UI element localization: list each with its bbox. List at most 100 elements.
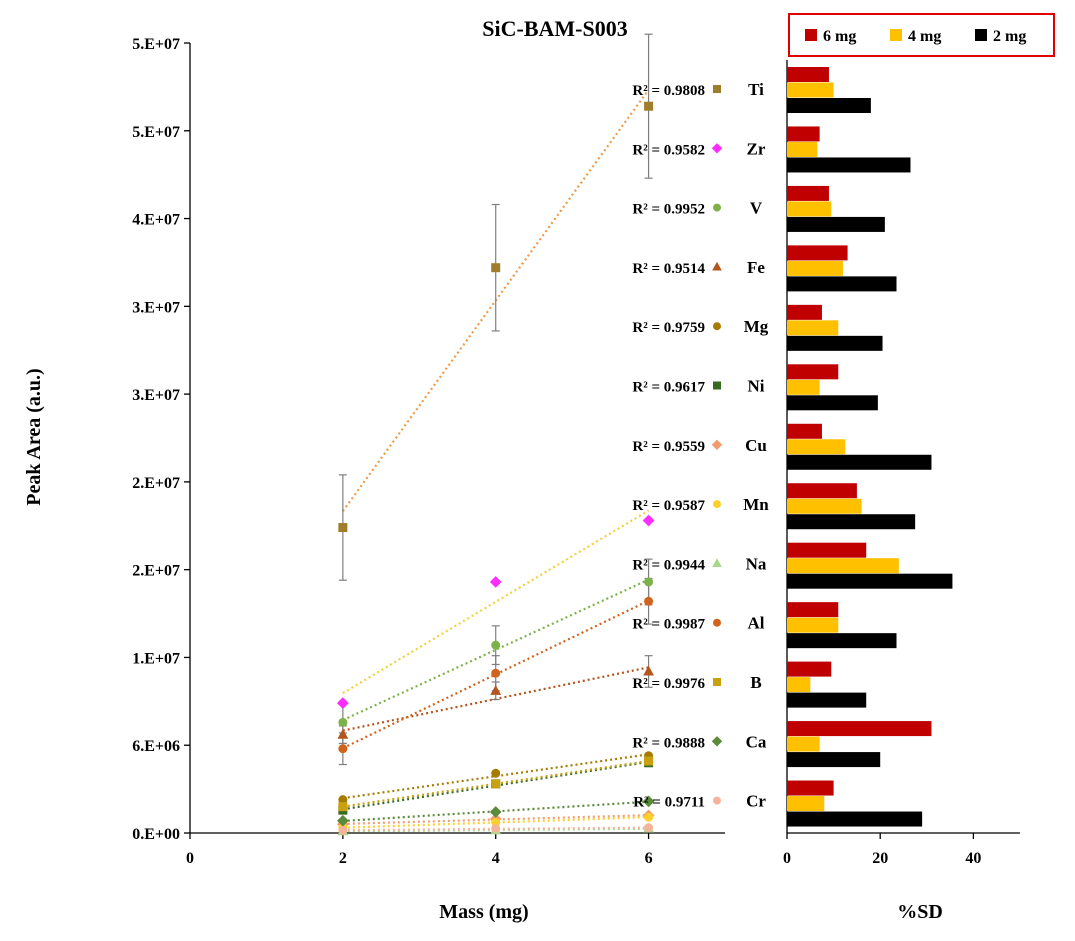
trendline-ni	[342, 760, 649, 811]
bar-mg-4mg	[787, 320, 839, 336]
bar-ca-2mg	[787, 752, 881, 768]
bar-na-4mg	[787, 558, 899, 574]
legend-name-mg: Mg	[744, 317, 769, 336]
bar-mn-4mg	[787, 498, 862, 514]
bar-cu-4mg	[787, 439, 846, 455]
legend-marker-al	[713, 618, 721, 627]
bar-al-2mg	[787, 633, 897, 649]
bar-v-2mg	[787, 216, 885, 232]
bar-fe-2mg	[787, 276, 897, 292]
legend-name-ni: Ni	[748, 377, 765, 396]
bar-cu-2mg	[787, 454, 932, 470]
point-cr	[491, 824, 501, 834]
y-tick-label: 2.E+07	[132, 475, 180, 492]
point-b	[491, 779, 501, 789]
y-tick-label: 6.E+06	[132, 738, 180, 755]
bar-b-2mg	[787, 692, 867, 708]
legend-marker-mn	[713, 500, 721, 509]
y-tick-label: 5.E+07	[132, 124, 180, 141]
x-tick-label: 2	[339, 850, 347, 867]
y-tick-label: 0.E+00	[132, 826, 180, 843]
r2-label-fe: R² = 0.9514	[632, 261, 705, 277]
bar-ca-4mg	[787, 736, 820, 752]
x-tick-label: 4	[492, 850, 500, 867]
y-tick-label: 4.E+07	[132, 212, 180, 229]
bar-b-4mg	[787, 677, 811, 693]
legend-name-zr: Zr	[747, 139, 766, 158]
point-b	[644, 756, 654, 766]
bar-x-tick-label: 40	[965, 850, 981, 867]
point-ti	[644, 101, 654, 111]
legend-name-al: Al	[748, 614, 765, 633]
trendline-ca	[342, 800, 649, 823]
point-b	[338, 802, 348, 812]
y-axis-label: Peak Area (a.u.)	[23, 368, 45, 505]
point-v	[491, 640, 501, 650]
point-al	[338, 744, 348, 754]
x-tick-label: 6	[645, 850, 653, 867]
point-ca	[642, 795, 655, 808]
point-fe	[490, 684, 502, 695]
chart-title: SiC-BAM-S003	[482, 16, 627, 41]
bar-na-6mg	[787, 542, 867, 558]
trendline-al	[342, 599, 650, 750]
point-al	[644, 596, 654, 606]
y-tick-label: 1.E+07	[132, 650, 180, 667]
bar-mn-6mg	[787, 483, 857, 499]
bar-ti-6mg	[787, 67, 829, 82]
trendline-na	[342, 827, 649, 833]
legend-marker-ni	[713, 381, 721, 390]
legend-marker-ti	[713, 85, 721, 93]
legend-name-b: B	[750, 673, 761, 692]
bar-al-6mg	[787, 602, 839, 618]
bar-legend-label: 2 mg	[993, 28, 1026, 45]
trendline-cu	[342, 814, 649, 826]
bar-fe-6mg	[787, 245, 848, 261]
y-tick-label: 3.E+07	[132, 299, 180, 316]
legend-name-ti: Ti	[748, 80, 764, 99]
point-v	[644, 577, 654, 587]
bar-legend-frame	[788, 13, 1055, 57]
legend-marker-mg	[713, 322, 721, 331]
point-ti	[338, 523, 348, 533]
legend-name-na: Na	[746, 554, 767, 573]
trendline-mg	[342, 753, 649, 800]
point-ca	[337, 814, 349, 827]
legend-marker-ca	[711, 736, 723, 747]
point-cr	[644, 823, 654, 833]
r2-label-cr: R² = 0.9711	[633, 795, 705, 811]
r2-label-na: R² = 0.9944	[632, 557, 705, 573]
bar-mg-2mg	[787, 335, 883, 351]
bar-b-6mg	[787, 661, 832, 677]
bar-cr-4mg	[787, 796, 825, 812]
trendline-cr	[342, 826, 649, 832]
point-ti	[491, 263, 501, 273]
r2-label-al: R² = 0.9987	[632, 617, 705, 633]
bar-cu-6mg	[787, 423, 822, 439]
bar-zr-4mg	[787, 141, 818, 157]
bar-mn-2mg	[787, 514, 916, 530]
bar-ca-6mg	[787, 721, 932, 737]
point-ca	[489, 806, 502, 818]
bar-ti-4mg	[787, 82, 834, 98]
r2-label-zr: R² = 0.9582	[632, 142, 705, 158]
trendline-b	[342, 759, 649, 808]
bar-legend: 6 mg 4 mg 2 mg	[788, 13, 1055, 57]
trendlines	[341, 89, 650, 833]
bar-na-2mg	[787, 573, 953, 589]
r2-label-ti: R² = 0.9808	[632, 83, 705, 99]
bar-al-4mg	[787, 617, 839, 633]
point-zr	[337, 697, 349, 709]
y-tick-label: 2.E+07	[132, 563, 180, 580]
bar-ni-6mg	[787, 364, 839, 380]
bar-v-4mg	[787, 201, 832, 217]
bar-mg-6mg	[787, 304, 822, 320]
point-mg	[338, 795, 348, 805]
x-tick-label: 0	[186, 850, 194, 867]
bar-ni-4mg	[787, 379, 820, 395]
legend-marker-zr	[711, 143, 723, 154]
r2-label-mn: R² = 0.9587	[632, 498, 705, 514]
bar-legend-swatch	[805, 29, 817, 41]
point-cr	[338, 825, 348, 835]
bar-legend-label: 4 mg	[908, 28, 941, 45]
